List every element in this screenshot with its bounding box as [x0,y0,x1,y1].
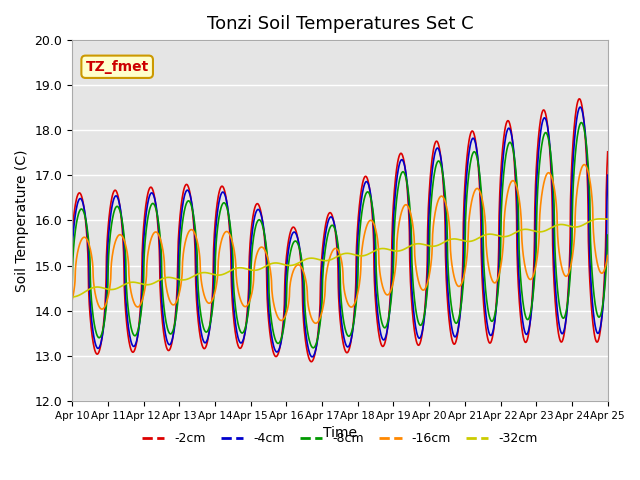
-8cm [604,232,612,238]
-8cm [296,245,303,251]
-32cm [316,257,324,263]
-32cm [373,247,381,252]
Y-axis label: Soil Temperature (C): Soil Temperature (C) [15,149,29,292]
-2cm [308,359,316,365]
-2cm [317,281,324,287]
-8cm [317,318,324,324]
-4cm [307,352,314,358]
-2cm [604,149,612,155]
-4cm [308,354,316,360]
-32cm [307,255,314,261]
-8cm [109,211,117,216]
-16cm [373,235,381,240]
Line: -32cm: -32cm [72,219,608,297]
-16cm [580,162,588,168]
-8cm [310,345,317,351]
-8cm [307,341,314,347]
Line: -4cm: -4cm [72,107,608,357]
-4cm [604,172,612,178]
-4cm [373,306,381,312]
-16cm [132,302,140,308]
-32cm [132,279,140,285]
Legend: -2cm, -4cm, -8cm, -16cm, -32cm: -2cm, -4cm, -8cm, -16cm, -32cm [137,428,543,450]
-8cm [577,120,585,125]
-2cm [109,189,117,195]
Line: -8cm: -8cm [72,122,608,348]
Title: Tonzi Soil Temperatures Set C: Tonzi Soil Temperatures Set C [207,15,473,33]
-2cm [68,230,76,236]
-8cm [373,286,381,292]
Line: -2cm: -2cm [72,99,608,362]
-16cm [109,246,117,252]
-2cm [373,319,381,324]
-32cm [109,287,117,292]
-16cm [296,262,303,268]
-2cm [307,359,314,364]
-8cm [132,333,140,338]
-2cm [132,345,140,351]
-4cm [132,342,140,348]
-4cm [296,243,303,249]
-2cm [296,245,303,251]
Line: -16cm: -16cm [72,165,608,323]
-8cm [68,284,76,290]
-32cm [296,260,303,265]
Text: TZ_fmet: TZ_fmet [86,60,148,74]
-4cm [317,309,324,314]
-16cm [307,312,314,318]
-4cm [577,104,584,110]
-16cm [604,252,612,258]
-16cm [312,320,319,326]
-4cm [109,197,117,203]
-16cm [68,297,76,303]
X-axis label: Time: Time [323,426,357,440]
-32cm [604,216,612,222]
-4cm [68,245,76,251]
-16cm [317,314,324,320]
-2cm [575,96,583,102]
-32cm [68,294,76,300]
-32cm [596,216,604,222]
